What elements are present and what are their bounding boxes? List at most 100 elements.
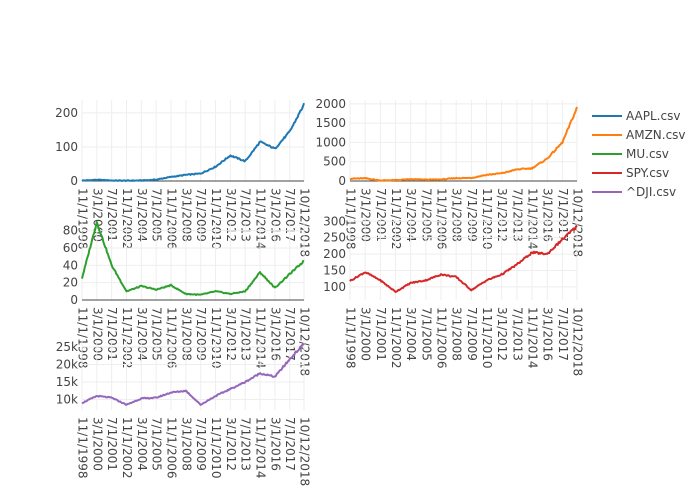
x-tick-label: 11/1/2014	[254, 417, 268, 479]
x-tick-label: 7/1/2009	[194, 417, 208, 471]
legend-item[interactable]: AAPL.csv	[592, 109, 680, 123]
x-tick-label: 3/1/2012	[224, 188, 238, 242]
y-tick-label: 20k	[56, 358, 78, 372]
y-tick-label: 20	[63, 276, 78, 290]
spy-panel: 11/1/1998 3/1/2000 7/1/2001 11/1/2002 3/1/20…	[323, 214, 584, 376]
y-tick-label: 25k	[56, 340, 78, 354]
y-tick-label: 1500	[315, 116, 346, 130]
x-tick-label: 3/1/2008	[179, 417, 193, 471]
x-tick-label: 7/1/2009	[194, 188, 208, 242]
legend-item[interactable]: AMZN.csv	[592, 128, 686, 142]
mu-series-line	[81, 221, 305, 296]
x-tick-label: 11/1/2010	[209, 307, 223, 369]
y-tick-label: 40	[63, 258, 78, 272]
x-tick-label: 7/1/2017	[556, 188, 570, 242]
x-tick-label: 7/1/2001	[374, 307, 388, 361]
x-tick-label: 3/1/2004	[135, 417, 149, 471]
x-tick-label: 10/12/2018	[298, 417, 312, 486]
x-tick-label: 10/12/2018	[571, 307, 585, 376]
x-tick-label: 11/1/1998	[76, 188, 90, 250]
legend-item[interactable]: ^DJI.csv	[592, 185, 676, 199]
x-tick-label: 7/1/2005	[150, 417, 164, 471]
x-tick-label: 7/1/2005	[419, 307, 433, 361]
x-tick-label: 7/1/2013	[239, 417, 253, 471]
x-tick-label: 3/1/2012	[495, 307, 509, 361]
spy-series-line	[349, 224, 578, 293]
y-tick-label: 10k	[56, 393, 78, 407]
x-tick-label: 7/1/2001	[105, 417, 119, 471]
x-tick-label: 11/1/2010	[480, 307, 494, 369]
x-tick-label: 7/1/2005	[419, 188, 433, 242]
legend-item[interactable]: SPY.csv	[592, 166, 669, 180]
dji-series-line	[81, 342, 305, 406]
x-tick-label: 11/1/2010	[209, 417, 223, 479]
x-tick-label: 7/1/2009	[465, 188, 479, 242]
y-tick-label: 0	[338, 174, 346, 188]
y-tick-label: 150	[323, 263, 346, 277]
x-tick-label: 11/1/2010	[209, 188, 223, 250]
x-tick-label: 7/1/2017	[556, 307, 570, 361]
x-tick-label: 7/1/2009	[465, 307, 479, 361]
x-tick-label: 11/1/2006	[435, 307, 449, 369]
mu-panel: 11/1/1998 3/1/2000 7/1/2001 11/1/2002 3/1/20…	[63, 221, 312, 376]
x-tick-label: 3/1/2004	[135, 188, 149, 242]
x-tick-label: 7/1/2001	[374, 188, 388, 242]
x-tick-label: 3/1/2000	[359, 307, 373, 361]
legend-label: MU.csv	[626, 147, 669, 161]
x-tick-label: 3/1/2016	[268, 417, 282, 471]
x-tick-label: 7/1/2013	[239, 188, 253, 242]
x-tick-label: 11/1/2006	[165, 307, 179, 369]
x-tick-label: 3/1/2012	[224, 417, 238, 471]
x-tick-label: 3/1/2008	[450, 188, 464, 242]
y-tick-label: 200	[55, 106, 78, 120]
dji-panel: 11/1/1998 3/1/2000 7/1/2001 11/1/2002 3/1/20…	[56, 340, 312, 486]
x-tick-label: 3/1/2004	[404, 307, 418, 361]
x-tick-label: 3/1/2016	[268, 188, 282, 242]
x-tick-label: 11/1/2014	[254, 307, 268, 369]
legend-item[interactable]: MU.csv	[592, 147, 669, 161]
amzn-panel: 11/1/19983/1/20007/1/200111/1/20023/1/20…	[315, 97, 584, 257]
x-tick-label: 11/1/2006	[165, 188, 179, 250]
legend-label: AMZN.csv	[626, 128, 686, 142]
x-tick-label: 7/1/2013	[510, 188, 524, 242]
x-tick-label: 3/1/2008	[450, 307, 464, 361]
aapl-series-line	[81, 102, 305, 182]
x-tick-label: 11/1/1998	[76, 417, 90, 479]
y-tick-label: 1000	[315, 135, 346, 149]
y-tick-label: 250	[323, 231, 346, 245]
y-tick-label: 500	[323, 155, 346, 169]
x-tick-label: 7/1/2017	[283, 188, 297, 242]
legend-label: AAPL.csv	[626, 109, 680, 123]
x-tick-label: 11/1/2002	[120, 417, 134, 479]
x-tick-label: 11/1/2006	[165, 417, 179, 479]
x-tick-label: 3/1/2016	[541, 188, 555, 242]
x-tick-label: 3/1/2004	[404, 188, 418, 242]
x-tick-label: 11/1/2002	[389, 307, 403, 369]
y-tick-label: 200	[323, 247, 346, 261]
x-tick-label: 3/1/2000	[359, 188, 373, 242]
x-tick-label: 3/1/2000	[90, 188, 104, 242]
x-tick-label: 3/1/2000	[90, 417, 104, 471]
legend: AAPL.csv AMZN.csv MU.csv SPY.csv ^DJI.csv	[592, 109, 686, 199]
x-tick-label: 11/1/2014	[254, 188, 268, 250]
y-tick-label: 100	[55, 140, 78, 154]
legend-label: ^DJI.csv	[626, 185, 676, 199]
x-tick-label: 11/1/1998	[76, 307, 90, 369]
y-tick-label: 2000	[315, 97, 346, 111]
y-tick-label: 60	[63, 241, 78, 255]
x-tick-label: 3/1/2012	[495, 188, 509, 242]
x-tick-label: 11/1/1998	[344, 307, 358, 369]
x-tick-label: 7/1/2005	[150, 188, 164, 242]
x-tick-label: 7/1/2001	[105, 188, 119, 242]
y-tick-label: 80	[63, 224, 78, 238]
y-tick-label: 100	[323, 280, 346, 294]
x-tick-label: 7/1/2013	[510, 307, 524, 361]
y-tick-label: 300	[323, 214, 346, 228]
y-tick-label: 15k	[56, 375, 78, 389]
x-tick-label: 7/1/2017	[283, 417, 297, 471]
x-tick-label: 3/1/2008	[179, 188, 193, 242]
aapl-panel: 11/1/1998 3/1/2000 7/1/2001 11/1/2002 3/1/20…	[55, 100, 312, 257]
x-tick-label: 11/1/2014	[526, 307, 540, 369]
x-tick-label: 3/1/2016	[541, 307, 555, 361]
